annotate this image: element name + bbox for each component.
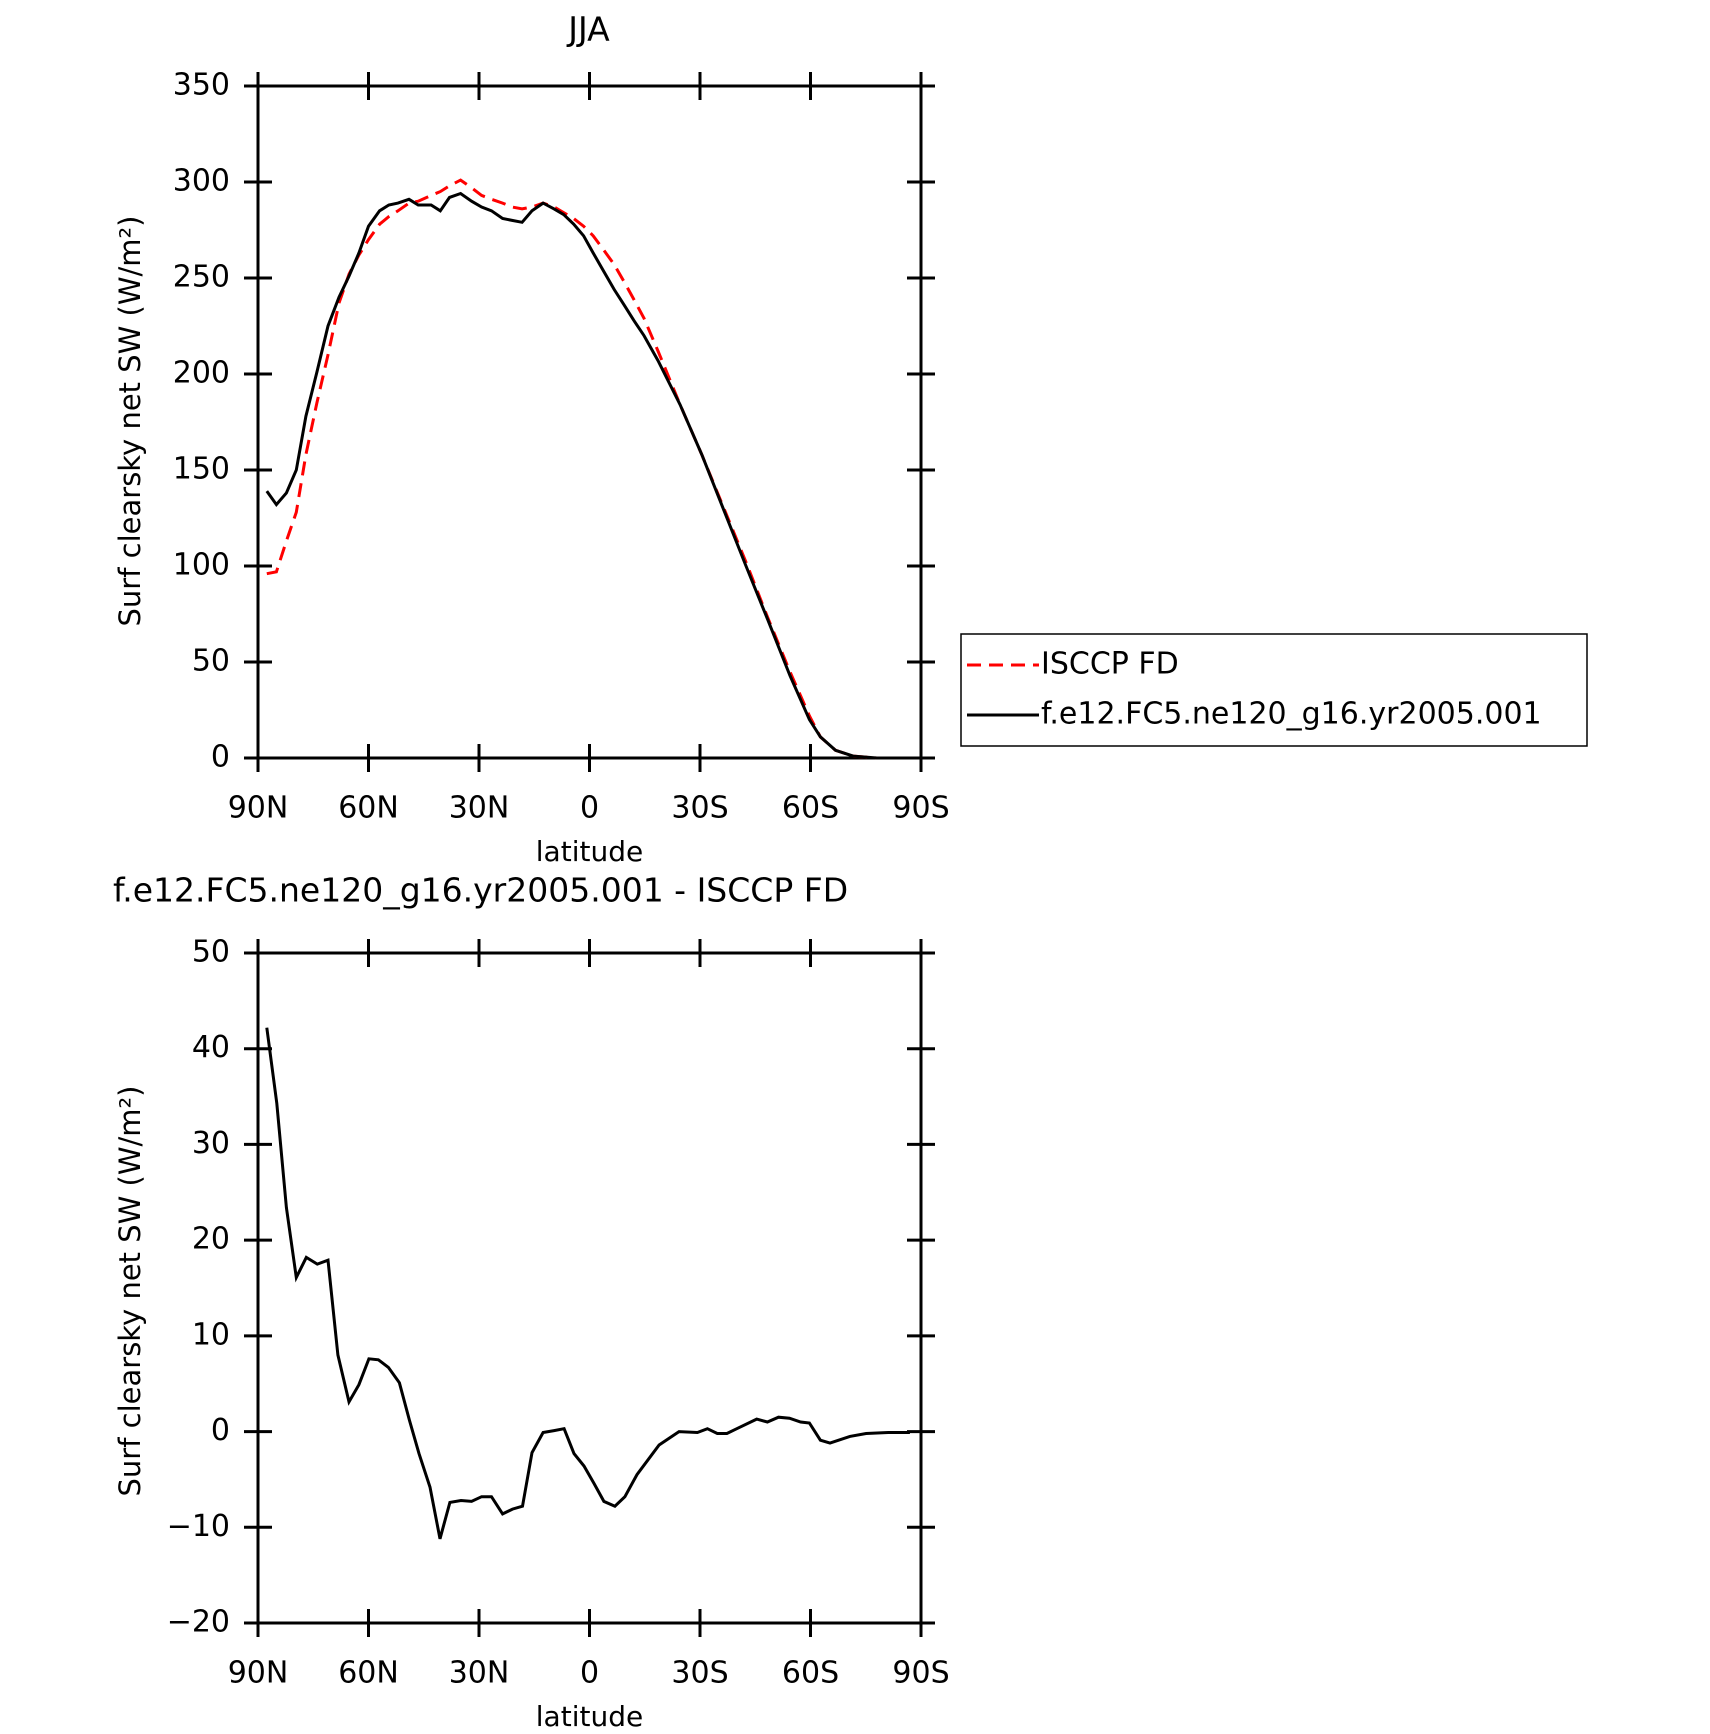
x-tick-label: 60S <box>782 1656 839 1691</box>
y-tick-label: 150 <box>173 452 230 487</box>
x-tick-label: 60N <box>338 1656 399 1691</box>
y-tick-label: 0 <box>211 1413 230 1448</box>
x-tick-label: 60S <box>782 791 839 826</box>
y-tick-label: 300 <box>173 164 230 199</box>
x-tick-label: 30N <box>449 791 510 826</box>
plot-frame <box>256 84 923 760</box>
x-tick-label: 90N <box>228 1656 289 1691</box>
legend-label: ISCCP FD <box>1041 647 1179 682</box>
y-axis-label: Surf clearsky net SW (W/m²) <box>113 1086 147 1497</box>
y-tick-label: 10 <box>192 1317 230 1352</box>
y-tick-label: −20 <box>167 1605 230 1640</box>
x-tick-label: 90N <box>228 791 289 826</box>
x-tick-label: 30N <box>449 1656 510 1691</box>
y-tick-label: 250 <box>173 260 230 295</box>
y-tick-label: 50 <box>192 644 230 679</box>
y-tick-label: 0 <box>211 740 230 775</box>
y-tick-label: 30 <box>192 1126 230 1161</box>
x-axis-label: latitude <box>536 1700 643 1733</box>
chart-title: JJA <box>566 10 610 49</box>
x-tick-label: 30S <box>671 791 728 826</box>
data-line <box>265 191 917 760</box>
y-tick-label: −10 <box>167 1509 230 1544</box>
plot-frame <box>256 951 923 1625</box>
chart-title: f.e12.FC5.ne120_g16.yr2005.001 - ISCCP F… <box>113 871 848 910</box>
data-line <box>265 1027 910 1540</box>
y-axis-label: Surf clearsky net SW (W/m²) <box>113 216 147 627</box>
y-tick-label: 200 <box>173 356 230 391</box>
legend-box <box>960 633 1588 747</box>
y-tick-label: 40 <box>192 1030 230 1065</box>
x-tick-label: 0 <box>580 1656 599 1691</box>
x-tick-label: 60N <box>338 791 399 826</box>
legend-label: f.e12.FC5.ne120_g16.yr2005.001 <box>1041 697 1542 732</box>
x-tick-label: 90S <box>892 791 949 826</box>
x-tick-label: 0 <box>580 791 599 826</box>
x-axis-label: latitude <box>536 835 643 868</box>
x-tick-label: 30S <box>671 1656 728 1691</box>
data-line <box>266 178 917 760</box>
y-tick-label: 100 <box>173 548 230 583</box>
y-tick-label: 20 <box>192 1222 230 1257</box>
x-tick-label: 90S <box>892 1656 949 1691</box>
y-tick-label: 350 <box>173 68 230 103</box>
y-tick-label: 50 <box>192 935 230 970</box>
